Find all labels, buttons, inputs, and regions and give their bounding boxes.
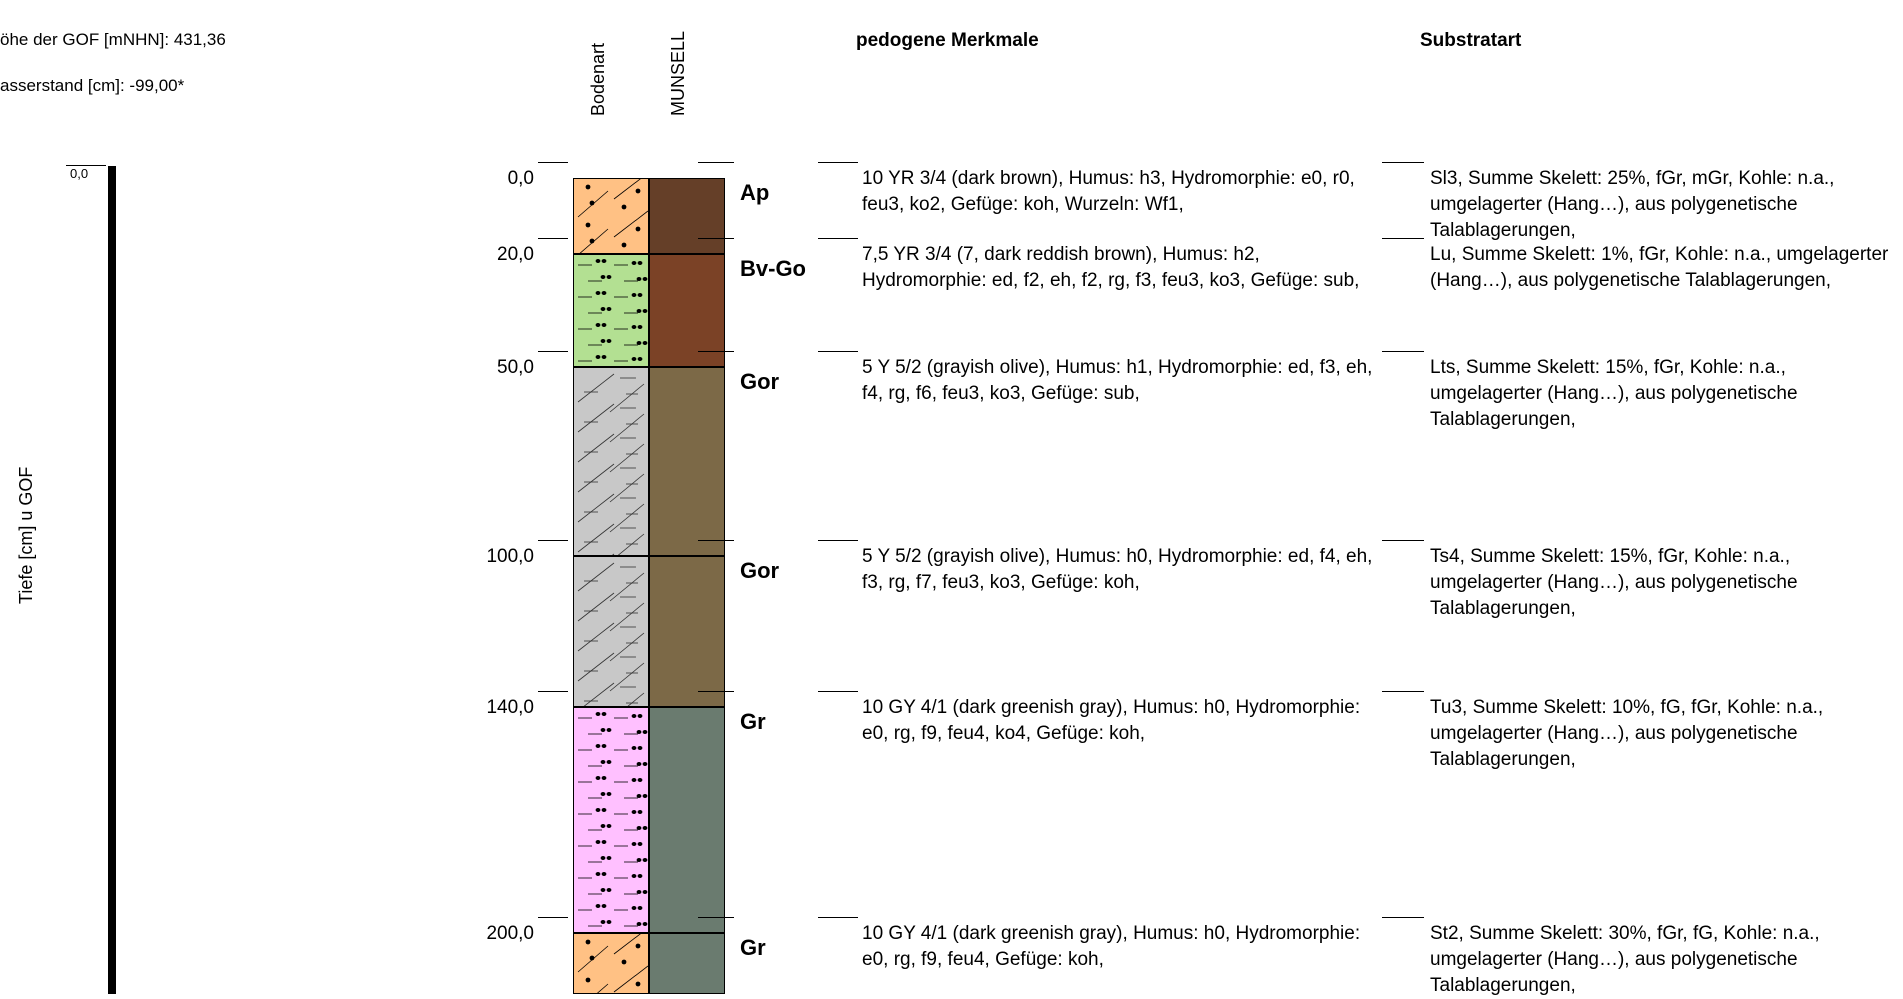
layer-tick — [818, 691, 858, 692]
horizon-label: Bv-Go — [740, 256, 806, 282]
bodenart-header: Bodenart — [588, 43, 609, 116]
munsell-color-swatch — [649, 556, 725, 707]
horizon-label: Gr — [740, 709, 766, 735]
layer-tick — [818, 162, 858, 163]
munsell-color-swatch — [649, 933, 725, 994]
horizon-label: Ap — [740, 180, 769, 206]
soil-layer-clay — [573, 556, 649, 707]
substrate-description: Lu, Summe Skelett: 1%, fGr, Kohle: n.a.,… — [1430, 242, 1900, 294]
layer-tick — [818, 917, 858, 918]
layer-tick — [1382, 351, 1424, 352]
layer-tick — [538, 162, 568, 163]
layer-tick — [698, 162, 734, 163]
munsell-color-swatch — [649, 254, 725, 367]
layer-depth-label: 0,0 — [474, 168, 534, 190]
substrate-description: St2, Summe Skelett: 30%, fGr, fG, Kohle:… — [1430, 921, 1900, 999]
soil-layer-loam — [573, 254, 649, 367]
layer-tick — [698, 691, 734, 692]
layer-depth-label: 50,0 — [474, 357, 534, 379]
substrate-description: Sl3, Summe Skelett: 25%, fGr, mGr, Kohle… — [1430, 166, 1900, 244]
layer-depth-label: 140,0 — [474, 697, 534, 719]
layer-tick — [1382, 238, 1424, 239]
depth-axis-bar — [108, 166, 116, 994]
horizon-label: Gor — [740, 369, 779, 395]
layer-tick — [818, 238, 858, 239]
pedogenic-description: 5 Y 5/2 (grayish olive), Humus: h0, Hydr… — [862, 544, 1382, 596]
substrate-description: Lts, Summe Skelett: 15%, fGr, Kohle: n.a… — [1430, 355, 1900, 433]
pedogenic-description: 5 Y 5/2 (grayish olive), Humus: h1, Hydr… — [862, 355, 1382, 407]
munsell-color-swatch — [649, 707, 725, 934]
layer-tick — [538, 238, 568, 239]
soil-layer-sand — [573, 178, 649, 254]
substratart-header: Substratart — [1420, 30, 1521, 52]
layer-tick — [818, 351, 858, 352]
water-level-label: asserstand [cm]: -99,00* — [0, 76, 184, 96]
layer-depth-label: 100,0 — [474, 546, 534, 568]
layer-tick — [698, 351, 734, 352]
pedogenic-description: 10 GY 4/1 (dark greenish gray), Humus: h… — [862, 921, 1382, 973]
soil-layer-silt — [573, 707, 649, 934]
pedogenic-description: 10 YR 3/4 (dark brown), Humus: h3, Hydro… — [862, 166, 1382, 218]
layer-tick — [698, 238, 734, 239]
layer-tick — [1382, 162, 1424, 163]
layer-tick — [1382, 540, 1424, 541]
layer-depth-label: 200,0 — [474, 923, 534, 945]
depth-axis-zero: 0,0 — [70, 166, 88, 181]
horizon-label: Gr — [740, 935, 766, 961]
layer-tick — [538, 691, 568, 692]
substrate-description: Tu3, Summe Skelett: 10%, fG, fGr, Kohle:… — [1430, 695, 1900, 773]
layer-tick — [538, 351, 568, 352]
pedogene-header: pedogene Merkmale — [856, 30, 1039, 52]
substrate-description: Ts4, Summe Skelett: 15%, fGr, Kohle: n.a… — [1430, 544, 1900, 622]
munsell-color-swatch — [649, 178, 725, 254]
layer-tick — [1382, 691, 1424, 692]
layer-tick — [538, 917, 568, 918]
pedogenic-description: 10 GY 4/1 (dark greenish gray), Humus: h… — [862, 695, 1382, 747]
layer-tick — [818, 540, 858, 541]
munsell-header: MUNSELL — [668, 31, 689, 116]
soil-layer-clay — [573, 367, 649, 556]
depth-axis-label: Tiefe [cm] u GOF — [16, 467, 37, 604]
depth-axis-zero-tick — [66, 165, 106, 166]
layer-tick — [1382, 917, 1424, 918]
pedogenic-description: 7,5 YR 3/4 (7, dark reddish brown), Humu… — [862, 242, 1382, 294]
horizon-label: Gor — [740, 558, 779, 584]
layer-tick — [698, 540, 734, 541]
layer-tick — [698, 917, 734, 918]
soil-layer-sand — [573, 933, 649, 994]
layer-tick — [538, 540, 568, 541]
munsell-color-swatch — [649, 367, 725, 556]
gof-height-label: öhe der GOF [mNHN]: 431,36 — [0, 30, 226, 50]
layer-depth-label: 20,0 — [474, 244, 534, 266]
